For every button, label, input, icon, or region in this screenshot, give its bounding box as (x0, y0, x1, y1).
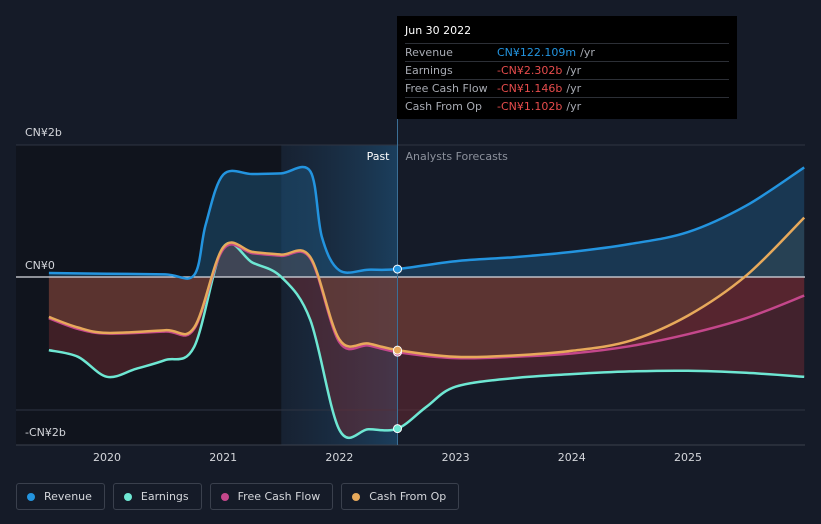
tooltip-row-free-cash-flow: Free Cash Flow -CN¥1.146b /yr (405, 79, 729, 97)
legend-label: Revenue (44, 490, 92, 503)
series-line-cfo (48, 216, 806, 359)
legend-label: Earnings (140, 490, 189, 503)
marker-revenue (393, 264, 402, 274)
tooltip-label: Free Cash Flow (405, 82, 488, 95)
tooltip-unit: /yr (566, 64, 582, 77)
tooltip-row-earnings: Earnings -CN¥2.302b /yr (405, 61, 729, 79)
tooltip-unit: /yr (566, 100, 582, 113)
y-tick-label: CN¥2b (25, 126, 62, 139)
tooltip-label: Revenue (405, 46, 453, 59)
highlight-region (281, 145, 398, 445)
cfo-area (48, 217, 805, 358)
x-tick-label: 2020 (93, 451, 121, 464)
tooltip: Jun 30 2022 Revenue CN¥122.109m /yr Earn… (397, 16, 737, 119)
tooltip-unit: /yr (566, 82, 582, 95)
legend: Revenue Earnings Free Cash Flow Cash Fro… (16, 483, 460, 510)
past-label: Past (367, 150, 391, 163)
x-tick-label: 2024 (558, 451, 586, 464)
legend-label: Free Cash Flow (237, 490, 321, 503)
tooltip-row-revenue: Revenue CN¥122.109m /yr (405, 43, 729, 61)
legend-dot-icon (352, 492, 361, 501)
legend-item-revenue[interactable]: Revenue (16, 483, 105, 510)
legend-dot-icon (220, 492, 229, 501)
tooltip-label: Earnings (405, 64, 453, 77)
marker-earnings (393, 424, 402, 434)
x-tick-label: 2022 (325, 451, 353, 464)
x-tick-label: 2023 (442, 451, 470, 464)
marker-cfo (393, 345, 402, 355)
tooltip-label: Cash From Op (405, 100, 483, 113)
tooltip-value: -CN¥1.146b (497, 82, 563, 95)
legend-dot-icon (27, 492, 35, 501)
y-tick-label: -CN¥2b (25, 426, 66, 439)
tooltip-value: CN¥122.109m (497, 46, 577, 59)
tooltip-row-cash-from-op: Cash From Op -CN¥1.102b /yr (405, 97, 729, 115)
x-tick-label: 2021 (209, 451, 237, 464)
tooltip-unit: /yr (580, 46, 595, 59)
revenue-area (48, 167, 805, 279)
tooltip-value: -CN¥2.302b (497, 64, 563, 77)
legend-dot-icon (123, 492, 132, 501)
y-tick-label: CN¥0 (25, 259, 55, 272)
legend-label: Cash From Op (369, 490, 447, 503)
forecast-label: Analysts Forecasts (406, 150, 509, 163)
series-line-earnings (48, 241, 805, 440)
tooltip-date: Jun 30 2022 (405, 24, 472, 37)
x-tick-label: 2025 (674, 451, 702, 464)
legend-item-free-cash-flow[interactable]: Free Cash Flow (209, 483, 334, 510)
tooltip-value: -CN¥1.102b (497, 100, 563, 113)
series-line-revenue (48, 165, 805, 280)
earnings-area (48, 242, 805, 438)
past-region (16, 145, 282, 445)
fcf-area (48, 244, 805, 359)
legend-item-cash-from-op[interactable]: Cash From Op (341, 483, 460, 510)
legend-item-earnings[interactable]: Earnings (112, 483, 202, 510)
